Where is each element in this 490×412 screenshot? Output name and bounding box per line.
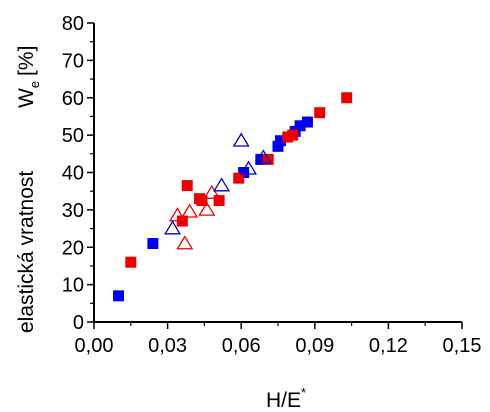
y-tick-label: 60 — [62, 88, 84, 110]
data-point-square — [274, 135, 286, 147]
axes — [93, 23, 462, 323]
y-tick-label: 30 — [62, 200, 84, 222]
data-point-square — [233, 172, 245, 184]
data-point-square — [238, 167, 250, 178]
data-point-triangle — [168, 207, 186, 222]
data-point-square — [125, 256, 137, 268]
y-axis-title-subscript: e — [27, 81, 42, 88]
data-point-triangle — [240, 160, 258, 175]
data-point-square — [181, 180, 193, 192]
data-point-triangle — [232, 132, 250, 147]
x-tick-label: 0,00 — [75, 335, 114, 357]
y-axis-title-symbol: W — [15, 88, 38, 108]
y-axis-title-secondary: We [%] — [15, 46, 42, 108]
data-point-square — [272, 140, 284, 152]
x-axis-title-sup: * — [301, 385, 306, 400]
x-tick-label: 0,12 — [369, 335, 408, 357]
data-points — [113, 92, 353, 302]
x-axis-title: H/E* — [266, 385, 306, 412]
x-axis-title-text: H/E — [266, 389, 301, 412]
data-point-square — [196, 195, 208, 207]
x-tick-label: 0,15 — [443, 335, 482, 357]
tick-marks — [87, 22, 463, 329]
data-point-triangle — [181, 203, 199, 218]
data-point-square — [294, 120, 306, 132]
y-tick-label: 10 — [62, 275, 84, 297]
data-point-square — [287, 129, 299, 141]
data-point-square — [255, 153, 267, 165]
data-point-triangle — [198, 201, 216, 216]
x-tick-label: 0,03 — [148, 335, 187, 357]
data-point-triangle — [203, 184, 221, 199]
data-point-triangle — [164, 220, 182, 235]
y-tick-label: 50 — [62, 125, 84, 147]
data-point-square — [341, 92, 353, 104]
data-point-triangle — [176, 235, 194, 250]
x-tick-labels: 0,00 0,03 0,06 0,09 0,12 0,15 — [75, 335, 482, 357]
y-tick-label: 20 — [62, 237, 84, 259]
data-point-square — [147, 238, 159, 250]
y-axis-title: elastická vratnost — [15, 171, 38, 333]
y-tick-label: 80 — [62, 13, 84, 35]
y-tick-label: 0 — [73, 312, 84, 334]
data-point-square — [113, 290, 125, 302]
y-tick-label: 70 — [62, 50, 84, 72]
y-tick-labels: 0 10 20 30 40 50 60 70 80 — [62, 13, 84, 334]
y-tick-label: 40 — [62, 163, 84, 185]
x-tick-label: 0,09 — [295, 335, 334, 357]
data-point-square — [213, 195, 225, 207]
x-tick-label: 0,06 — [222, 335, 261, 357]
data-point-triangle — [254, 149, 272, 164]
data-point-triangle — [213, 177, 231, 192]
data-point-square — [301, 116, 313, 128]
y-axis-title-unit: [%] — [15, 46, 38, 76]
data-point-square — [314, 107, 326, 119]
